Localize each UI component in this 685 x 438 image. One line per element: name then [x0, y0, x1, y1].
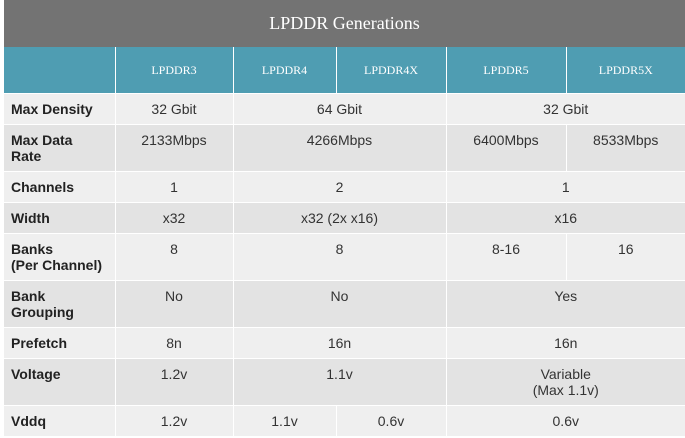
header-lpddr4: LPDDR4 — [232, 47, 336, 94]
header-row: LPDDR3 LPDDR4 LPDDR4X LPDDR5 LPDDR5X — [4, 47, 685, 94]
table-row: Max Data Rate 2133Mbps 4266Mbps 6400Mbps … — [4, 124, 685, 172]
table-row: Bank Grouping No No Yes — [4, 280, 685, 328]
header-lpddr4x: LPDDR4X — [335, 47, 446, 94]
row-label-prefetch: Prefetch — [4, 327, 115, 359]
cell-value: 1.1v — [232, 358, 446, 406]
cell-value: No — [232, 280, 446, 328]
row-label-voltage: Voltage — [4, 358, 115, 406]
cell-value: 8533Mbps — [565, 124, 685, 172]
cell-value: 1.2v — [114, 405, 233, 437]
header-lpddr5: LPDDR5 — [445, 47, 566, 94]
lpddr-comparison-table: LPDDR3 LPDDR4 LPDDR4X LPDDR5 LPDDR5X Max… — [4, 47, 685, 437]
cell-value: 8 — [232, 233, 446, 281]
header-lpddr5x: LPDDR5X — [565, 47, 685, 94]
cell-value: 0.6v — [445, 405, 685, 437]
cell-value: 1 — [114, 171, 233, 203]
cell-value: 8-16 — [445, 233, 566, 281]
cell-value: 32 Gbit — [445, 93, 685, 125]
cell-value: 8n — [114, 327, 233, 359]
table-row: Banks (Per Channel) 8 8 8-16 16 — [4, 233, 685, 281]
table-row: Prefetch 8n 16n 16n — [4, 327, 685, 359]
cell-value: x16 — [445, 202, 685, 234]
row-label-width: Width — [4, 202, 115, 234]
table-row: Channels 1 2 1 — [4, 171, 685, 203]
row-label-max-data-rate: Max Data Rate — [4, 124, 115, 172]
table-row: Voltage 1.2v 1.1v Variable (Max 1.1v) — [4, 358, 685, 406]
cell-value: 16n — [445, 327, 685, 359]
cell-value: Yes — [445, 280, 685, 328]
header-lpddr3: LPDDR3 — [114, 47, 233, 94]
row-label-channels: Channels — [4, 171, 115, 203]
cell-value: Variable (Max 1.1v) — [445, 358, 685, 406]
table-row: Vddq 1.2v 1.1v 0.6v 0.6v — [4, 405, 685, 437]
table-row: Max Density 32 Gbit 64 Gbit 32 Gbit — [4, 93, 685, 125]
cell-value: 2133Mbps — [114, 124, 233, 172]
cell-value: 2 — [232, 171, 446, 203]
cell-value: 64 Gbit — [232, 93, 446, 125]
cell-value: 16 — [565, 233, 685, 281]
cell-value: 1.1v — [232, 405, 336, 437]
cell-value: 6400Mbps — [445, 124, 566, 172]
header-corner — [4, 47, 115, 94]
cell-value: x32 (2x x16) — [232, 202, 446, 234]
cell-value: 8 — [114, 233, 233, 281]
cell-value: x32 — [114, 202, 233, 234]
table-title: LPDDR Generations — [4, 0, 685, 47]
cell-value: 0.6v — [335, 405, 446, 437]
row-label-vddq: Vddq — [4, 405, 115, 437]
cell-value: No — [114, 280, 233, 328]
table-row: Width x32 x32 (2x x16) x16 — [4, 202, 685, 234]
row-label-max-density: Max Density — [4, 93, 115, 125]
row-label-bank-grouping: Bank Grouping — [4, 280, 115, 328]
row-label-banks: Banks (Per Channel) — [4, 233, 115, 281]
cell-value: 1.2v — [114, 358, 233, 406]
cell-value: 16n — [232, 327, 446, 359]
cell-value: 1 — [445, 171, 685, 203]
cell-value: 32 Gbit — [114, 93, 233, 125]
cell-value: 4266Mbps — [232, 124, 446, 172]
